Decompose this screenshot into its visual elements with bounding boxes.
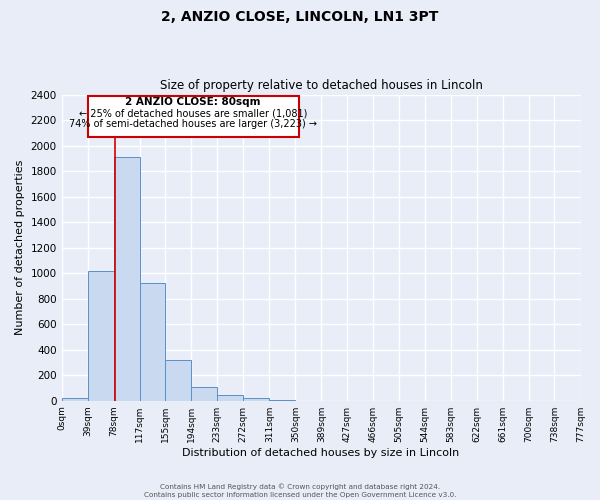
Title: Size of property relative to detached houses in Lincoln: Size of property relative to detached ho…	[160, 79, 482, 92]
Text: 74% of semi-detached houses are larger (3,223) →: 74% of semi-detached houses are larger (…	[69, 118, 317, 128]
X-axis label: Distribution of detached houses by size in Lincoln: Distribution of detached houses by size …	[182, 448, 460, 458]
Bar	[114, 157, 140, 400]
FancyBboxPatch shape	[88, 96, 299, 137]
Y-axis label: Number of detached properties: Number of detached properties	[15, 160, 25, 336]
Bar	[191, 388, 217, 400]
Bar	[140, 284, 165, 401]
Bar	[243, 398, 269, 400]
Text: Contains HM Land Registry data © Crown copyright and database right 2024.
Contai: Contains HM Land Registry data © Crown c…	[144, 483, 456, 498]
Bar	[88, 270, 114, 400]
Bar	[62, 398, 88, 400]
Text: 2, ANZIO CLOSE, LINCOLN, LN1 3PT: 2, ANZIO CLOSE, LINCOLN, LN1 3PT	[161, 10, 439, 24]
Text: 2 ANZIO CLOSE: 80sqm: 2 ANZIO CLOSE: 80sqm	[125, 97, 261, 107]
Bar	[165, 360, 191, 401]
Text: ← 25% of detached houses are smaller (1,081): ← 25% of detached houses are smaller (1,…	[79, 108, 307, 118]
Bar	[217, 395, 243, 400]
